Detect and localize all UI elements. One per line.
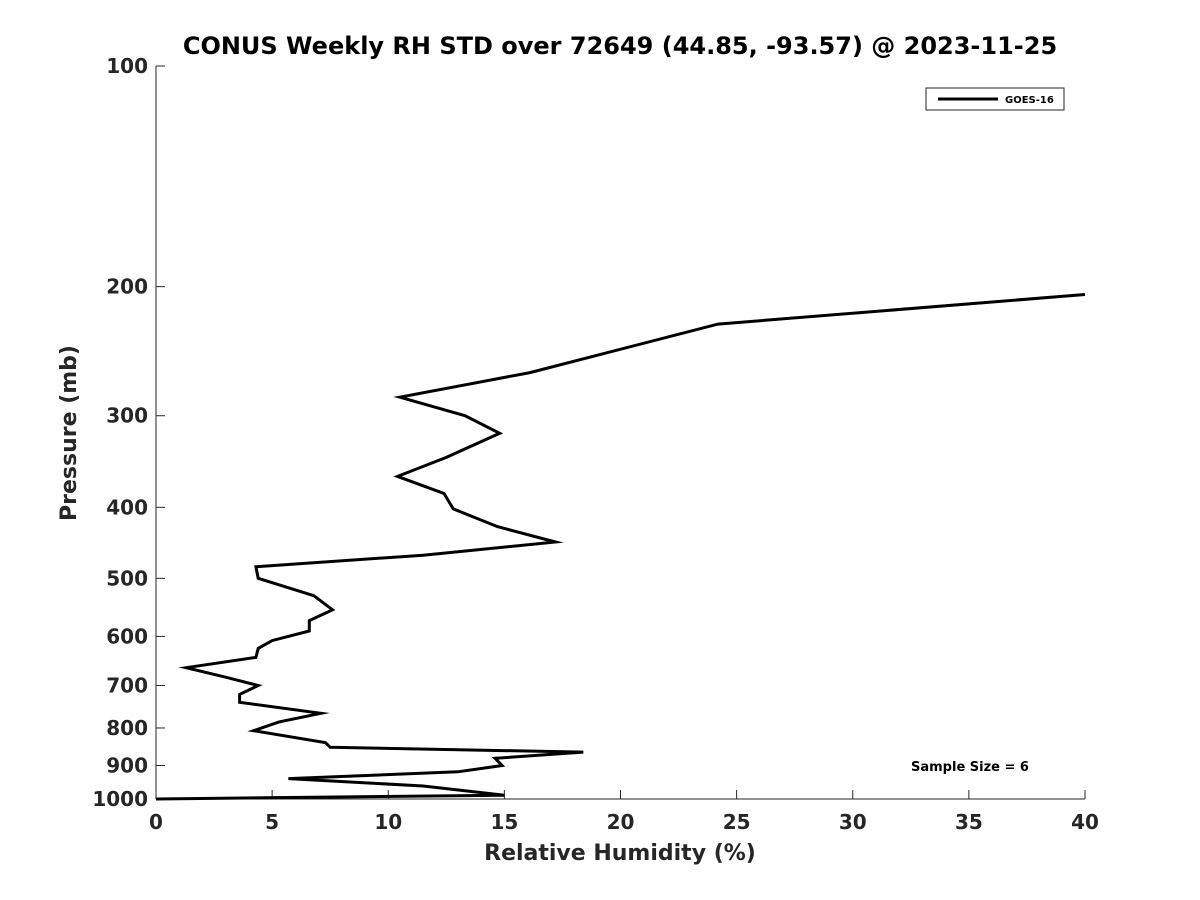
legend: GOES-16 <box>925 87 1065 111</box>
chart-title: CONUS Weekly RH STD over 72649 (44.85, -… <box>183 32 1057 60</box>
series-line-goes-16 <box>155 293 1086 801</box>
x-tick-label: 35 <box>955 810 983 834</box>
x-tick-label: 30 <box>839 810 867 834</box>
y-tick-label: 100 <box>106 54 148 78</box>
x-tick-label: 10 <box>374 810 402 834</box>
x-tick-label: 5 <box>265 810 279 834</box>
y-axis-label: Pressure (mb) <box>57 345 82 521</box>
y-tick-label: 500 <box>106 566 148 590</box>
y-tick-label: 600 <box>106 624 148 648</box>
x-tick-label: 0 <box>149 810 163 834</box>
x-tick-label: 20 <box>607 810 635 834</box>
y-tick-label: 300 <box>106 404 148 428</box>
x-tick-label: 40 <box>1071 810 1099 834</box>
x-tick-label: 15 <box>490 810 518 834</box>
axes <box>155 66 1085 800</box>
y-tick-label: 900 <box>106 753 148 777</box>
y-axis-ticks: 100 200 300 400 500 600 700 800 900 1000 <box>92 54 165 811</box>
x-tick-label: 25 <box>723 810 751 834</box>
legend-label-goes-16: GOES-16 <box>1005 95 1054 106</box>
y-tick-label: 1000 <box>92 787 148 811</box>
y-tick-label: 700 <box>106 673 148 697</box>
x-axis-ticks: 0 5 10 15 20 25 30 35 40 <box>149 790 1099 834</box>
y-tick-label: 800 <box>106 716 148 740</box>
y-tick-label: 400 <box>106 495 148 519</box>
y-tick-label: 200 <box>106 275 148 299</box>
x-axis-label: Relative Humidity (%) <box>484 841 756 866</box>
sample-size-annotation: Sample Size = 6 <box>911 760 1029 775</box>
series-layer <box>155 293 1086 801</box>
